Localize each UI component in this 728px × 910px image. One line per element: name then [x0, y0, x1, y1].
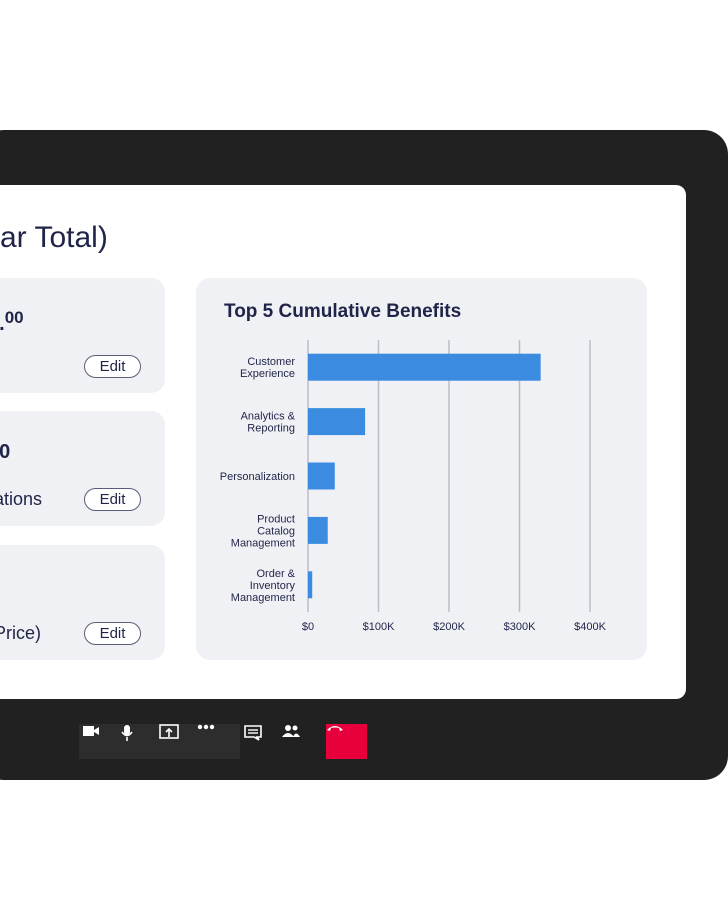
more-icon[interactable]: [197, 724, 235, 759]
y-tick-label: Reporting: [247, 423, 295, 435]
edit-button[interactable]: Edit: [84, 488, 141, 511]
chart-title: Top 5 Cumulative Benefits: [224, 301, 462, 322]
bar-chart: $0 $100K $200K $300K $400K CustomerExperience…: [220, 340, 607, 633]
x-tick-label: $100K: [363, 621, 395, 633]
y-tick-label: Catalog: [257, 525, 295, 537]
edit-button[interactable]: Edit: [84, 622, 141, 645]
phone-hangup-icon: [327, 726, 343, 731]
bar: [308, 516, 328, 544]
value-main: 0.: [0, 313, 5, 335]
x-tick-label: $200K: [433, 621, 465, 633]
share-screen-icon[interactable]: [159, 724, 197, 759]
page-title: ar Total): [0, 221, 108, 254]
x-tick-label: $0: [302, 621, 314, 633]
x-tick-label: $400K: [574, 621, 606, 633]
value-card: 0 (Price) Edit: [0, 545, 165, 660]
bar: [308, 353, 541, 381]
chart-card: Top 5 Cumulative Benefits $0 $100K $200K $3…: [196, 278, 647, 660]
y-tick-label: Inventory: [250, 580, 296, 592]
card-label: rations: [0, 489, 43, 509]
microphone-icon[interactable]: [120, 724, 158, 759]
card-label: (Price): [0, 623, 41, 643]
y-tick-label: Customer: [247, 356, 295, 368]
participants-icon[interactable]: [282, 724, 320, 759]
y-tick-label: Personalization: [220, 471, 295, 483]
y-tick-label: Experience: [240, 368, 295, 380]
y-tick-label: Order &: [256, 568, 295, 580]
y-tick-label: Product: [257, 513, 295, 525]
chat-icon[interactable]: [244, 724, 282, 759]
y-tick-label: Management: [231, 592, 295, 604]
y-tick-label: Management: [231, 537, 295, 549]
value-cents: 00: [4, 308, 24, 327]
value-card: 0.00 Edit: [0, 278, 165, 393]
bar: [308, 408, 366, 436]
bar: [308, 571, 313, 599]
card-value: 00: [0, 441, 11, 463]
card-value: 0.00: [0, 308, 24, 336]
bar: [308, 462, 335, 490]
y-tick-label: Analytics &: [241, 411, 296, 423]
shared-screen: ar Total) 0.00 Edit 00 rations Edit 0 (P…: [0, 185, 686, 699]
hang-up-button[interactable]: [326, 724, 367, 759]
x-tick-label: $300K: [504, 621, 536, 633]
edit-button[interactable]: Edit: [84, 355, 141, 378]
value-card: 00 rations Edit: [0, 411, 165, 526]
video-camera-icon[interactable]: [82, 724, 120, 759]
